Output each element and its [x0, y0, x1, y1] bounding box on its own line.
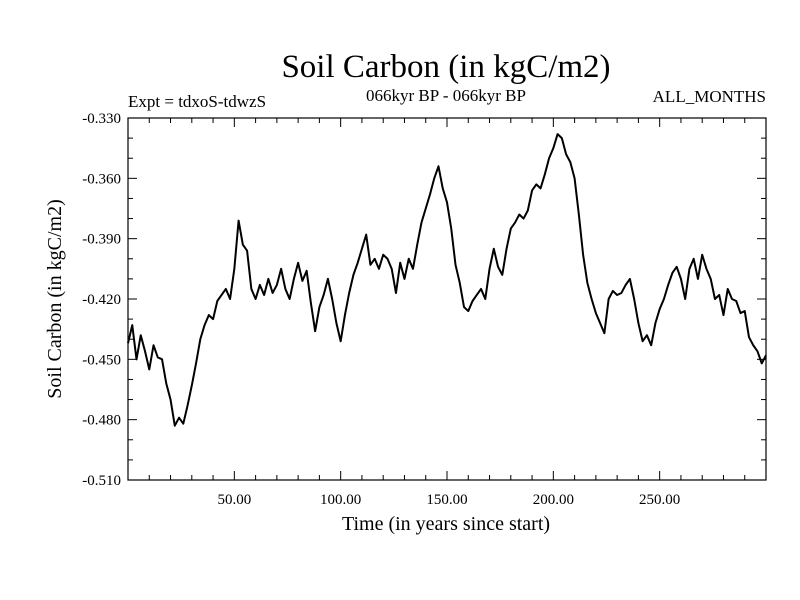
y-tick-label: -0.390	[82, 232, 121, 248]
x-axis-label: Time (in years since start)	[342, 513, 550, 535]
y-tick-label: -0.360	[82, 171, 121, 187]
months-label: ALL_MONTHS	[653, 87, 766, 106]
period-label: 066kyr BP - 066kyr BP	[366, 86, 526, 105]
plot-frame	[127, 117, 767, 481]
x-tick-label: 150.00	[426, 492, 467, 508]
x-tick-label: 50.00	[217, 492, 251, 508]
y-tick-label: -0.480	[82, 413, 121, 429]
x-tick-label: 200.00	[533, 492, 574, 508]
y-axis-label: Soil Carbon (in kgC/m2)	[44, 199, 66, 398]
chart-title: Soil Carbon (in kgC/m2)	[281, 49, 610, 85]
axis-ticks	[128, 117, 766, 481]
x-tick-label: 250.00	[639, 492, 680, 508]
axis-tick-labels: 50.00 100.00 150.00 200.00 250.00 -0.330 -0.36…	[82, 111, 680, 508]
y-tick-label: -0.450	[82, 352, 121, 368]
y-tick-label: -0.510	[82, 473, 121, 489]
y-tick-label: -0.330	[82, 111, 121, 127]
experiment-label: Expt = tdxoS-tdwzS	[128, 92, 266, 111]
x-tick-label: 100.00	[320, 492, 361, 508]
series-line	[127, 133, 767, 427]
y-tick-label: -0.420	[82, 292, 121, 308]
plot-area: 50.00 100.00 150.00 200.00 250.00 -0.330 -0.36…	[82, 111, 767, 508]
